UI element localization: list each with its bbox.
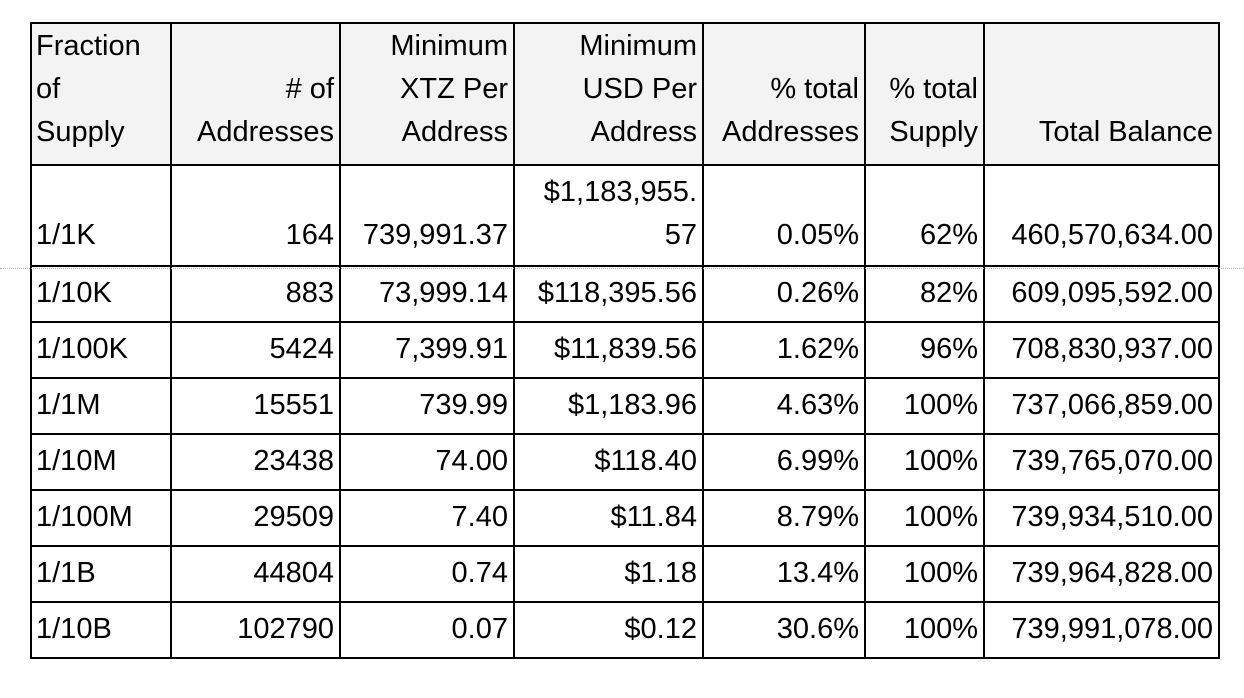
- cell-num-addresses: 15551: [170, 377, 341, 435]
- cell-num-addresses: 23438: [170, 433, 341, 491]
- cell-min-xtz: 7.40: [339, 489, 515, 547]
- table-row: 1/1B 44804 0.74 $1.18 13.4% 100% 739,964…: [30, 545, 1220, 603]
- cell-pct-addresses: 30.6%: [702, 601, 866, 659]
- cell-total-balance: 739,934,510.00: [983, 489, 1220, 547]
- cell-fraction: 1/10B: [30, 601, 172, 659]
- cell-num-addresses: 102790: [170, 601, 341, 659]
- cell-min-usd: $11,839.56: [513, 321, 704, 379]
- cell-min-usd: $0.12: [513, 601, 704, 659]
- cell-pct-addresses: 6.99%: [702, 433, 866, 491]
- header-total-balance: Total Balance: [983, 22, 1220, 166]
- cell-total-balance: 708,830,937.00: [983, 321, 1220, 379]
- cell-min-xtz: 7,399.91: [339, 321, 515, 379]
- cell-total-balance: 737,066,859.00: [983, 377, 1220, 435]
- cell-num-addresses: 883: [170, 265, 341, 323]
- cell-min-xtz: 0.07: [339, 601, 515, 659]
- table-row: 1/1M 15551 739.99 $1,183.96 4.63% 100% 7…: [30, 377, 1220, 435]
- cell-total-balance: 460,570,634.00: [983, 164, 1220, 267]
- table-row: 1/10B 102790 0.07 $0.12 30.6% 100% 739,9…: [30, 601, 1220, 659]
- cell-pct-supply: 96%: [864, 321, 985, 379]
- cell-min-xtz: 739,991.37: [339, 164, 515, 267]
- cell-fraction: 1/1B: [30, 545, 172, 603]
- cell-min-usd: $118.40: [513, 433, 704, 491]
- table-row: 1/10M 23438 74.00 $118.40 6.99% 100% 739…: [30, 433, 1220, 491]
- cell-num-addresses: 29509: [170, 489, 341, 547]
- cell-pct-supply: 100%: [864, 377, 985, 435]
- table-row: 1/1K 164 739,991.37 $1,183,955. 57 0.05%…: [30, 164, 1220, 267]
- cell-fraction: 1/10M: [30, 433, 172, 491]
- header-pct-total-addresses: % total Addresses: [702, 22, 866, 166]
- cell-min-xtz: 739.99: [339, 377, 515, 435]
- cell-pct-supply: 100%: [864, 601, 985, 659]
- cell-fraction: 1/100M: [30, 489, 172, 547]
- cell-min-usd: $1.18: [513, 545, 704, 603]
- table-row: 1/10K 883 73,999.14 $118,395.56 0.26% 82…: [30, 265, 1220, 323]
- cell-pct-addresses: 1.62%: [702, 321, 866, 379]
- header-pct-total-supply: % total Supply: [864, 22, 985, 166]
- cell-total-balance: 739,964,828.00: [983, 545, 1220, 603]
- header-num-addresses: # of Addresses: [170, 22, 341, 166]
- cell-min-xtz: 74.00: [339, 433, 515, 491]
- cell-pct-addresses: 13.4%: [702, 545, 866, 603]
- cell-fraction: 1/1M: [30, 377, 172, 435]
- cell-num-addresses: 5424: [170, 321, 341, 379]
- cell-pct-supply: 82%: [864, 265, 985, 323]
- table-row: 1/100M 29509 7.40 $11.84 8.79% 100% 739,…: [30, 489, 1220, 547]
- cell-min-usd: $11.84: [513, 489, 704, 547]
- header-fraction-of-supply: Fraction of Supply: [30, 22, 172, 166]
- page-break-line: [0, 268, 1244, 269]
- header-min-xtz-per-address: Minimum XTZ Per Address: [339, 22, 515, 166]
- cell-total-balance: 739,765,070.00: [983, 433, 1220, 491]
- cell-num-addresses: 164: [170, 164, 341, 267]
- cell-min-xtz: 73,999.14: [339, 265, 515, 323]
- cell-pct-supply: 100%: [864, 545, 985, 603]
- cell-min-usd: $118,395.56: [513, 265, 704, 323]
- cell-pct-supply: 62%: [864, 164, 985, 267]
- cell-fraction: 1/10K: [30, 265, 172, 323]
- cell-pct-addresses: 0.26%: [702, 265, 866, 323]
- cell-pct-addresses: 0.05%: [702, 164, 866, 267]
- cell-min-xtz: 0.74: [339, 545, 515, 603]
- cell-total-balance: 609,095,592.00: [983, 265, 1220, 323]
- cell-fraction: 1/1K: [30, 164, 172, 267]
- cell-total-balance: 739,991,078.00: [983, 601, 1220, 659]
- cell-fraction: 1/100K: [30, 321, 172, 379]
- header-min-usd-per-address: Minimum USD Per Address: [513, 22, 704, 166]
- cell-pct-supply: 100%: [864, 489, 985, 547]
- cell-pct-addresses: 8.79%: [702, 489, 866, 547]
- cell-min-usd: $1,183.96: [513, 377, 704, 435]
- cell-pct-addresses: 4.63%: [702, 377, 866, 435]
- supply-distribution-table: Fraction of Supply # of Addresses Minimu…: [30, 22, 1220, 659]
- cell-num-addresses: 44804: [170, 545, 341, 603]
- table-row: 1/100K 5424 7,399.91 $11,839.56 1.62% 96…: [30, 321, 1220, 379]
- cell-min-usd: $1,183,955. 57: [513, 164, 704, 267]
- cell-pct-supply: 100%: [864, 433, 985, 491]
- header-row: Fraction of Supply # of Addresses Minimu…: [30, 22, 1220, 166]
